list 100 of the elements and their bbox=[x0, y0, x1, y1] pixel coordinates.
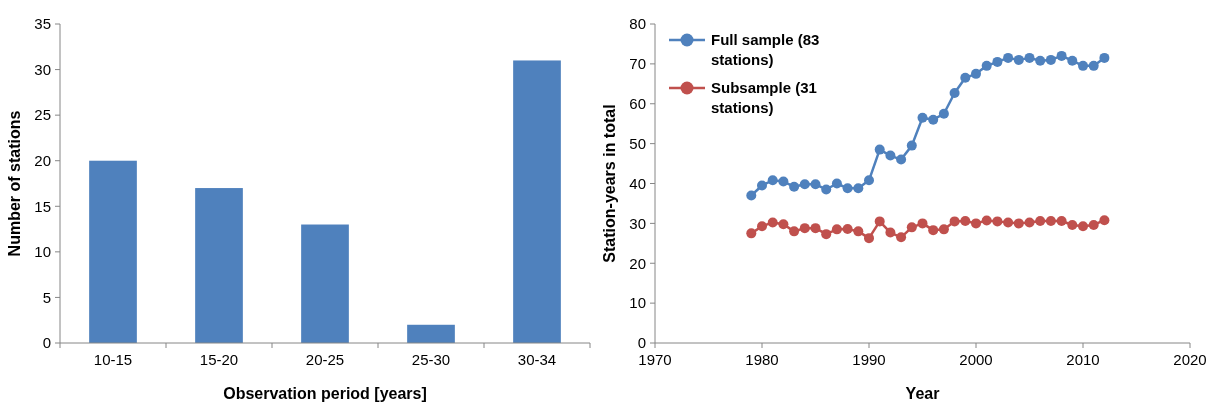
point bbox=[853, 226, 864, 237]
x-tick-label: 10-15 bbox=[93, 351, 133, 368]
point bbox=[1035, 215, 1046, 226]
point bbox=[992, 56, 1003, 67]
y-tick-label: 0 bbox=[637, 334, 646, 352]
point bbox=[789, 181, 800, 192]
point bbox=[821, 184, 832, 195]
bar bbox=[513, 60, 561, 343]
y-tick-label: 80 bbox=[629, 15, 646, 33]
point bbox=[810, 223, 821, 234]
point bbox=[971, 68, 981, 79]
point bbox=[928, 114, 939, 125]
point bbox=[842, 183, 853, 194]
point bbox=[874, 144, 885, 155]
point bbox=[906, 140, 917, 151]
point bbox=[1013, 54, 1024, 65]
point bbox=[778, 176, 789, 187]
point bbox=[831, 224, 842, 235]
y-tick-label: 10 bbox=[34, 243, 51, 261]
y-tick-label: 10 bbox=[629, 294, 646, 312]
y-tick-label: 15 bbox=[34, 197, 51, 215]
point bbox=[842, 223, 853, 234]
point bbox=[757, 221, 767, 232]
point bbox=[906, 222, 917, 233]
point bbox=[799, 223, 810, 234]
point bbox=[853, 183, 864, 194]
y-axis-title: Station-years in total bbox=[601, 104, 618, 263]
bar bbox=[301, 224, 349, 343]
point bbox=[767, 175, 778, 186]
point bbox=[1088, 60, 1099, 71]
point bbox=[1088, 219, 1099, 230]
point bbox=[981, 215, 992, 226]
x-tick-label: 1990 bbox=[852, 351, 886, 368]
point bbox=[1056, 50, 1067, 61]
point bbox=[928, 225, 939, 236]
legend-label: Subsample (31 stations) bbox=[711, 79, 817, 117]
point bbox=[1024, 52, 1035, 63]
x-axis-title: Year bbox=[905, 385, 940, 402]
point bbox=[896, 232, 907, 243]
y-tick-label: 60 bbox=[629, 95, 646, 112]
point bbox=[1003, 217, 1014, 228]
point bbox=[1067, 219, 1078, 230]
y-tick-label: 20 bbox=[629, 254, 646, 272]
point bbox=[938, 108, 949, 119]
x-tick-label: 1970 bbox=[638, 351, 672, 368]
point bbox=[864, 233, 874, 244]
point bbox=[1003, 52, 1014, 63]
y-tick-label: 50 bbox=[629, 134, 646, 152]
x-tick-label: 30-34 bbox=[517, 351, 557, 368]
y-axis-title: Number of stations bbox=[6, 110, 23, 257]
point bbox=[757, 180, 767, 191]
point bbox=[1067, 55, 1078, 66]
x-tick-label: 2020 bbox=[1173, 351, 1207, 368]
point bbox=[1078, 221, 1088, 232]
point bbox=[1099, 52, 1110, 63]
point bbox=[885, 150, 896, 161]
point bbox=[992, 216, 1003, 227]
point bbox=[1013, 218, 1024, 229]
x-tick-label: 2010 bbox=[1066, 351, 1100, 368]
y-tick-label: 5 bbox=[42, 288, 51, 306]
point bbox=[821, 229, 832, 240]
point bbox=[949, 87, 960, 98]
point bbox=[746, 228, 757, 239]
point bbox=[1078, 60, 1088, 71]
point bbox=[767, 217, 778, 228]
x-tick-label: 20-25 bbox=[305, 351, 345, 368]
point bbox=[981, 60, 992, 71]
y-tick-label: 30 bbox=[34, 60, 51, 78]
point bbox=[960, 72, 971, 83]
point bbox=[960, 215, 971, 226]
point bbox=[810, 179, 821, 190]
point bbox=[746, 190, 757, 201]
bar bbox=[89, 160, 137, 343]
point bbox=[896, 154, 907, 165]
y-tick-label: 25 bbox=[34, 106, 51, 124]
point bbox=[1035, 55, 1046, 66]
point bbox=[778, 219, 789, 230]
point bbox=[949, 216, 960, 227]
point bbox=[831, 178, 842, 189]
y-tick-label: 20 bbox=[34, 151, 51, 169]
point bbox=[971, 218, 981, 229]
x-tick-label: 1980 bbox=[745, 351, 779, 368]
y-tick-label: 35 bbox=[34, 15, 51, 33]
point bbox=[799, 179, 810, 190]
point bbox=[1045, 54, 1056, 65]
point bbox=[938, 224, 949, 235]
y-tick-label: 0 bbox=[42, 334, 51, 352]
x-tick-label: 2000 bbox=[959, 351, 993, 368]
point bbox=[917, 218, 928, 229]
x-tick-label: 15-20 bbox=[199, 351, 239, 368]
point bbox=[885, 227, 896, 238]
y-tick-label: 30 bbox=[629, 214, 646, 232]
point bbox=[874, 216, 885, 227]
point bbox=[1056, 215, 1067, 226]
bar bbox=[195, 188, 243, 343]
point bbox=[789, 226, 800, 237]
point bbox=[1045, 215, 1056, 226]
point bbox=[1024, 217, 1035, 228]
x-axis-title: Observation period [years] bbox=[223, 385, 427, 402]
y-tick-label: 40 bbox=[629, 174, 646, 192]
